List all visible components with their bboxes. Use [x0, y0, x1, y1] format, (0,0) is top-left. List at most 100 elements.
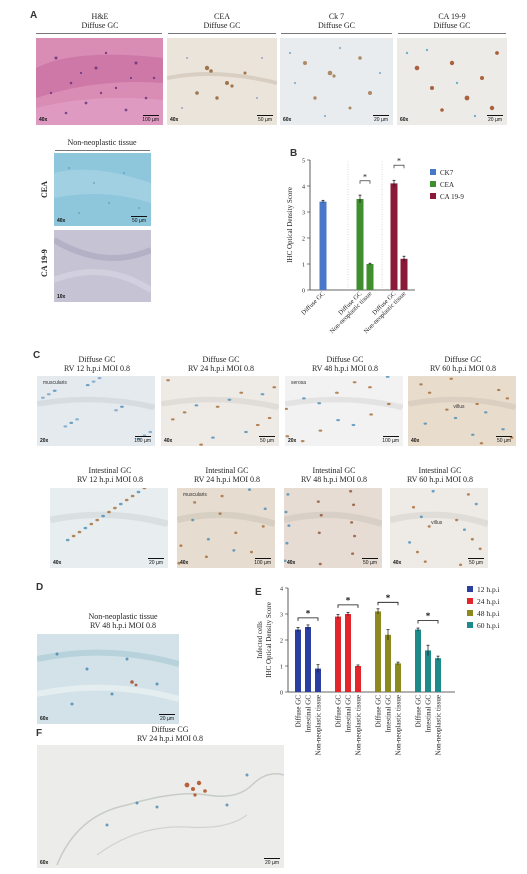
x-category-label: Intestinal GC	[425, 695, 433, 733]
legend-swatch-h24	[467, 598, 473, 604]
micrograph-nonneo-ca199: 10x	[54, 230, 151, 302]
micrograph-nonneo-cea: 40x 50 µm	[54, 153, 151, 226]
row-label-ca199: CA 19-9	[40, 249, 49, 277]
scale-bar: 20 µm	[264, 858, 280, 866]
x-category-label: Intestinal GC	[385, 695, 393, 733]
y-tick-label: 3	[280, 613, 283, 619]
mag-label: 40x	[53, 560, 62, 566]
micrograph-ck7-diffuse: 60x 20 µm	[280, 38, 393, 125]
micrograph-c-row1-2: 40x 50 µm	[161, 376, 279, 446]
bar-ca199-1	[390, 183, 398, 290]
mag-label: 40x	[287, 560, 296, 566]
micrograph-c-row2-3: 40x 50 µm	[284, 488, 382, 568]
y-tick-label: 3	[302, 211, 305, 217]
scale-bar: 50 µm	[257, 115, 273, 123]
scale-bar: 50 µm	[131, 216, 147, 224]
panel-c-row2-title-4: Intestinal GC RV 60 h.p.i MOI 0.8	[406, 466, 474, 484]
legend-swatch-h12	[467, 586, 473, 592]
bar-h48-1	[375, 611, 381, 692]
panel-a-divider-1	[36, 33, 162, 34]
micrograph-c-row1-1: 20x 100 µm muscularis	[37, 376, 155, 446]
legend-label-ck7: CK7	[440, 169, 454, 177]
significance-bracket	[417, 620, 439, 624]
y-axis-label: IHC Optical Density Score	[286, 187, 294, 263]
nonneo-divider	[55, 150, 150, 151]
tissue-layer-label: villus	[431, 520, 443, 526]
micrograph-nonneo-rv48: 60x 20 µm	[37, 634, 179, 724]
significance-star: *	[346, 595, 351, 605]
significance-bracket	[297, 617, 319, 621]
panel-c-row2-title-3: Intestinal GC RV 48 h.p.i MOI 0.8	[300, 466, 368, 484]
significance-star: *	[426, 611, 431, 621]
legend-label-h24: 24 h.p.i	[477, 597, 500, 606]
scale-bar: 50 µm	[362, 558, 378, 566]
tissue-layer-label: villus	[453, 404, 465, 410]
micrograph-ca199-diffuse: 60x 20 µm	[397, 38, 507, 125]
mag-label: 40x	[39, 117, 48, 123]
mag-label: 40x	[170, 117, 179, 123]
x-category-label: Non-neoplastic tissue	[395, 695, 403, 755]
mag-label: 40x	[164, 438, 173, 444]
chart-e: 0 1 2 3 4 Infected cells IHC Optical Density S…	[256, 585, 500, 755]
significance-star: *	[363, 172, 367, 181]
scale-bar: 100 µm	[254, 558, 271, 566]
micrograph-cea-diffuse: 40x 50 µm	[167, 38, 277, 125]
micrograph-diffuse-rv24-large: 60x 20 µm	[37, 745, 284, 868]
bar-h48-2	[385, 634, 391, 692]
bar-h12-3	[315, 668, 321, 692]
x-category-label: Non-neoplastic tissue	[355, 695, 363, 755]
scale-bar: 50 µm	[468, 558, 484, 566]
x-category-label: Diffuse GC	[415, 695, 423, 728]
x-category-label: Intestinal GC	[305, 695, 313, 733]
x-category-label: Intestinal GC	[345, 695, 353, 733]
x-category-label: Diffuse GC	[295, 695, 303, 728]
y-tick-label: 4	[302, 185, 305, 191]
panel-a-title-2: CEA Diffuse GC	[203, 12, 241, 30]
x-category-label: Non-neoplastic tissue	[315, 695, 323, 755]
bar-h48-3	[395, 663, 401, 692]
y-tick-label: 1	[302, 263, 305, 269]
panel-label-a: A	[30, 10, 38, 21]
panel-c-row2-title-2: Intestinal GC RV 24 h.p.i MOI 0.8	[193, 466, 261, 484]
panel-f-title: Diffuse CG RV 24 h.p.i MOI 0.8	[136, 725, 204, 743]
significance-bracket	[337, 604, 359, 608]
panel-label-e: E	[255, 587, 262, 598]
significance-star: *	[397, 157, 401, 166]
panel-c-row1-title-2: Diffuse GC RV 24 h.p.i MOI 0.8	[187, 355, 255, 373]
scale-bar: 20 µm	[148, 558, 164, 566]
y-tick-label: 0	[280, 691, 283, 697]
legend-label-cea: CEA	[440, 181, 454, 189]
panel-d-title: Non-neoplastic tissue RV 48 h.p.i MOI 0.8	[88, 612, 158, 630]
significance-bracket	[359, 180, 371, 184]
nonneo-title: Non-neoplastic tissue	[67, 138, 137, 147]
panel-label-b: B	[290, 148, 298, 159]
panel-label-d: D	[36, 582, 44, 593]
bar-cea-2	[366, 264, 374, 290]
legend-swatch-cea	[430, 181, 436, 187]
mag-label: 40x	[57, 218, 66, 224]
mag-label: 10x	[57, 294, 66, 300]
scale-bar: 100 µm	[134, 436, 151, 444]
mag-label: 60x	[400, 117, 409, 123]
y-tick-label: 2	[280, 639, 283, 645]
legend-swatch-ca199	[430, 193, 436, 199]
scale-bar: 50 µm	[496, 436, 512, 444]
panel-a-title-4: CA 19-9 Diffuse GC	[433, 12, 471, 30]
panel-a-divider-4	[398, 33, 506, 34]
bar-h24-1	[335, 616, 341, 692]
panel-label-f: F	[36, 728, 43, 739]
bar-h24-3	[355, 666, 361, 692]
bar-ck7-1	[319, 201, 327, 290]
micrograph-c-row2-4: 40x 50 µm villus	[390, 488, 488, 568]
scale-bar: 20 µm	[487, 115, 503, 123]
bar-h60-1	[415, 629, 421, 692]
tissue-layer-label: serosa	[291, 380, 307, 386]
significance-star: *	[306, 608, 311, 618]
x-category-label: Diffuse GC	[375, 695, 383, 728]
row-label-cea: CEA	[40, 181, 49, 198]
panel-a-divider-2	[168, 33, 276, 34]
x-category-label: Non-neoplastic tissue	[435, 695, 443, 755]
legend-label-h60: 60 h.p.i	[477, 621, 500, 630]
significance-star: *	[386, 593, 391, 603]
x-category-label: Diffuse GC	[335, 695, 343, 728]
